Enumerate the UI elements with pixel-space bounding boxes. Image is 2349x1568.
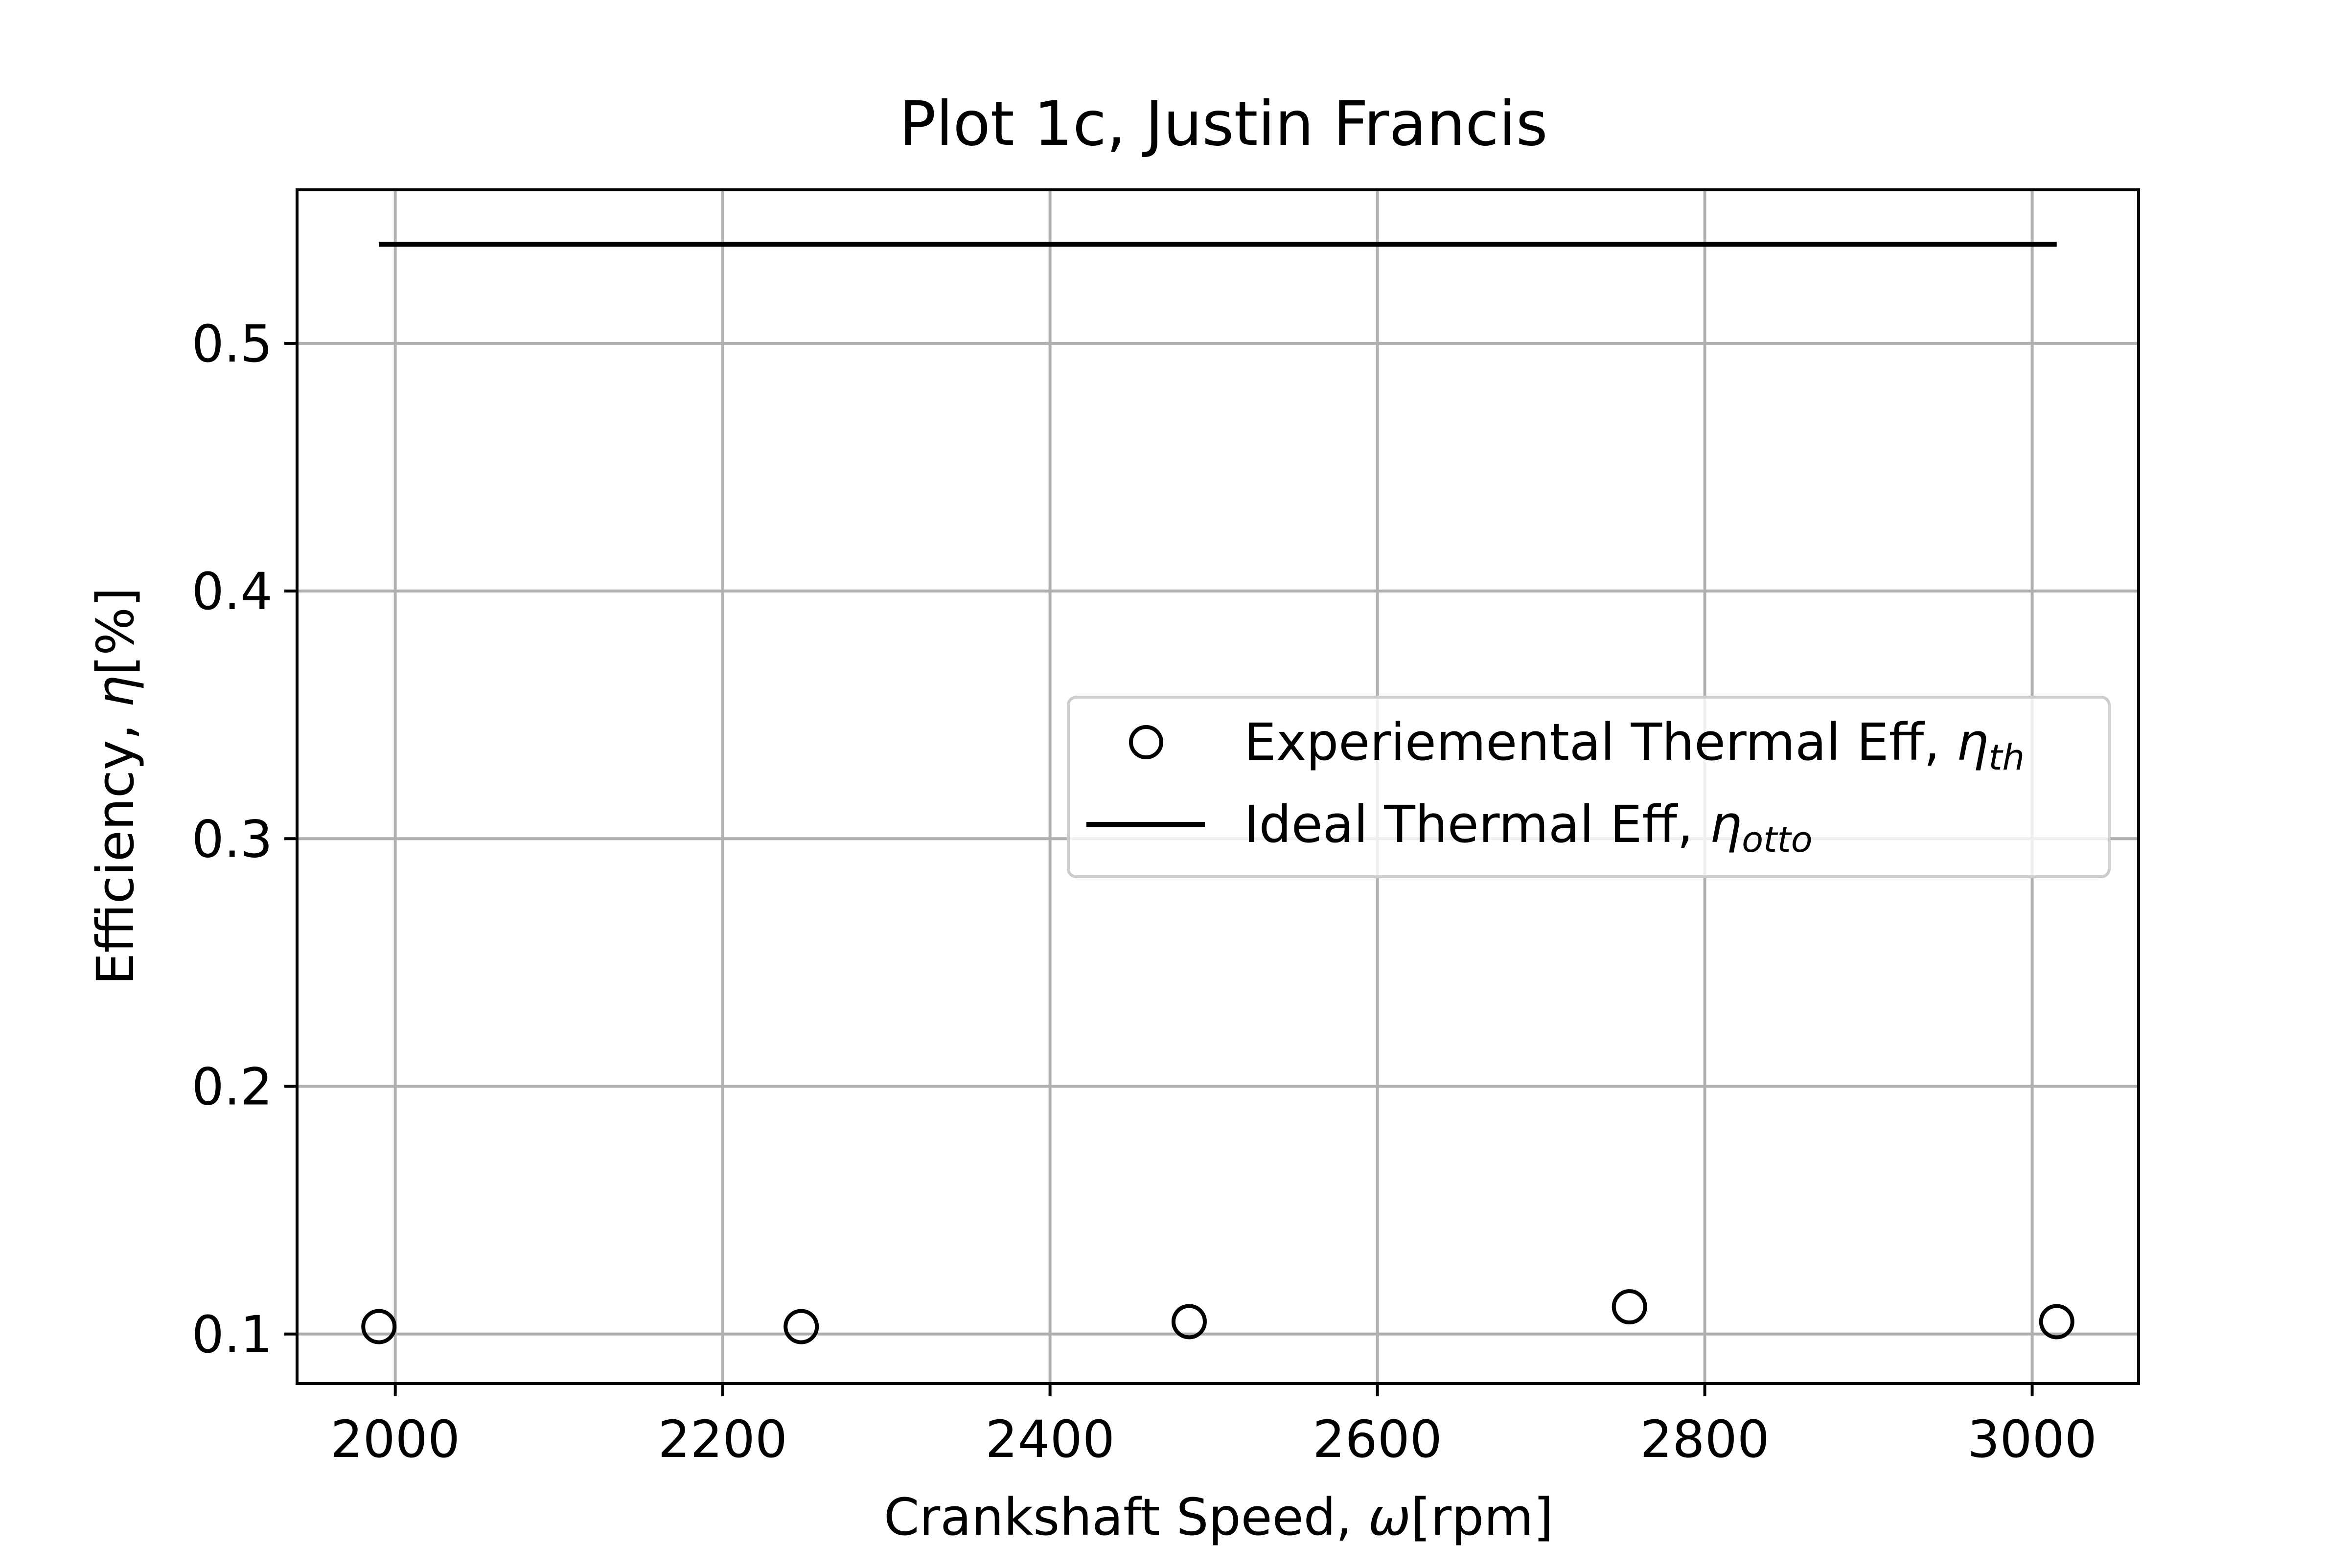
y-tick-label: 0.5 xyxy=(192,314,273,374)
legend-label-experimental: Experiemental Thermal Eff, ηth xyxy=(1244,712,2025,778)
experimental-point-3 xyxy=(1612,1289,1647,1325)
x-tick-label: 2000 xyxy=(330,1409,460,1469)
x-tick-label: 3000 xyxy=(1967,1409,2097,1469)
plot-markers xyxy=(361,1289,2074,1344)
legend-label-ideal: Ideal Thermal Eff, ηotto xyxy=(1244,795,1813,860)
experimental-point-4 xyxy=(2039,1304,2074,1340)
x-tick-label: 2600 xyxy=(1313,1409,1442,1469)
x-axis-label: Crankshaft Speed, ω[rpm] xyxy=(884,1487,1553,1547)
y-axis-ticks: 0.1 0.2 0.3 0.4 0.5 xyxy=(192,314,297,1364)
legend: Experiemental Thermal Eff, ηth Ideal The… xyxy=(1067,696,2111,878)
legend-marker-experimental xyxy=(1129,725,1163,759)
y-tick-label: 0.2 xyxy=(192,1057,273,1117)
y-tick-label: 0.4 xyxy=(192,562,273,621)
experimental-point-0 xyxy=(361,1309,397,1344)
x-tick-label: 2800 xyxy=(1640,1409,1770,1469)
y-tick-label: 0.1 xyxy=(192,1305,273,1364)
chart-title: Plot 1c, Justin Francis xyxy=(899,89,1548,159)
y-axis-label: Efficiency, η[%] xyxy=(86,588,145,985)
x-tick-label: 2200 xyxy=(658,1409,787,1469)
experimental-point-1 xyxy=(783,1309,819,1344)
grid xyxy=(297,190,2139,1384)
y-tick-label: 0.3 xyxy=(192,809,273,869)
x-tick-label: 2400 xyxy=(985,1409,1115,1469)
x-axis-ticks: 2000 2200 2400 2600 2800 3000 xyxy=(330,1384,2097,1469)
legend-box xyxy=(1067,696,2111,878)
experimental-point-2 xyxy=(1171,1304,1207,1340)
plot-frame xyxy=(296,188,2140,1385)
